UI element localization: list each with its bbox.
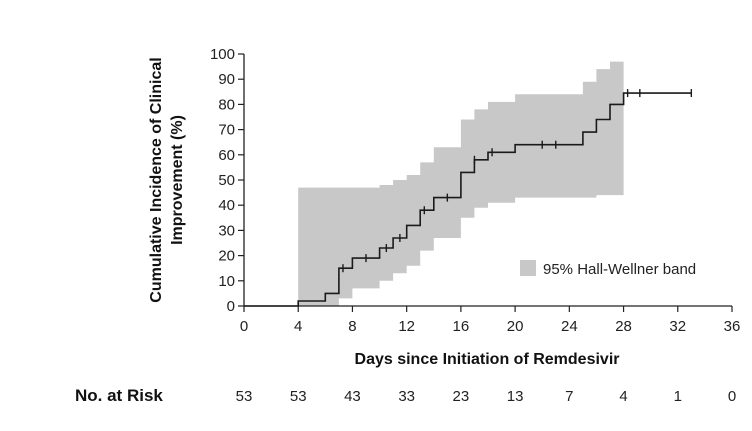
x-tick-label: 28 (615, 318, 632, 335)
y-axis-title-line1: Cumulative Incidence of Clinical (148, 57, 165, 302)
risk-value: 0 (728, 388, 736, 405)
y-tick-label: 50 (218, 172, 235, 189)
y-tick-label: 100 (210, 46, 235, 63)
x-tick-label: 32 (669, 318, 686, 335)
risk-value: 23 (453, 388, 470, 405)
curve-layer (244, 89, 693, 307)
legend: 95% Hall-Wellner band (520, 260, 696, 278)
risk-value: 53 (290, 388, 307, 405)
x-tick-label: 36 (724, 318, 741, 335)
cumulative-incidence-line (244, 92, 692, 307)
risk-value: 43 (344, 388, 361, 405)
legend-swatch (520, 260, 536, 276)
x-tick-label: 8 (348, 318, 356, 335)
y-tick-label: 90 (218, 71, 235, 88)
axes-layer: 0 10 20 30 40 50 60 70 80 90 100 0 4 8 12 16 20 24 28 32 36 (210, 46, 740, 335)
risk-value: 13 (507, 388, 524, 405)
risk-value: 1 (674, 388, 682, 405)
risk-table-title: No. at Risk (75, 386, 163, 405)
confidence-band-layer (244, 54, 624, 306)
x-tick-label: 4 (294, 318, 302, 335)
x-axis-title: Days since Initiation of Remdesivir (355, 351, 620, 368)
x-tick-label: 0 (240, 318, 248, 335)
y-tick-label: 60 (218, 147, 235, 164)
confidence-band (244, 54, 624, 306)
y-axis-title-line2: Improvement (%) (169, 115, 186, 245)
risk-value: 4 (619, 388, 627, 405)
legend-label: 95% Hall-Wellner band (543, 261, 696, 278)
risk-value: 7 (565, 388, 573, 405)
y-tick-label: 0 (227, 298, 235, 315)
y-tick-label: 20 (218, 248, 235, 265)
y-tick-label: 10 (218, 273, 235, 290)
x-tick-label: 16 (453, 318, 470, 335)
risk-value: 33 (398, 388, 415, 405)
y-tick-label: 30 (218, 222, 235, 239)
x-tick-label: 20 (507, 318, 524, 335)
risk-table: 53 53 43 33 23 13 7 4 1 0 (236, 388, 737, 405)
x-tick-label: 24 (561, 318, 578, 335)
risk-value: 53 (236, 388, 253, 405)
y-tick-label: 70 (218, 122, 235, 139)
x-tick-label: 12 (398, 318, 415, 335)
y-tick-label: 40 (218, 197, 235, 214)
y-tick-label: 80 (218, 96, 235, 113)
